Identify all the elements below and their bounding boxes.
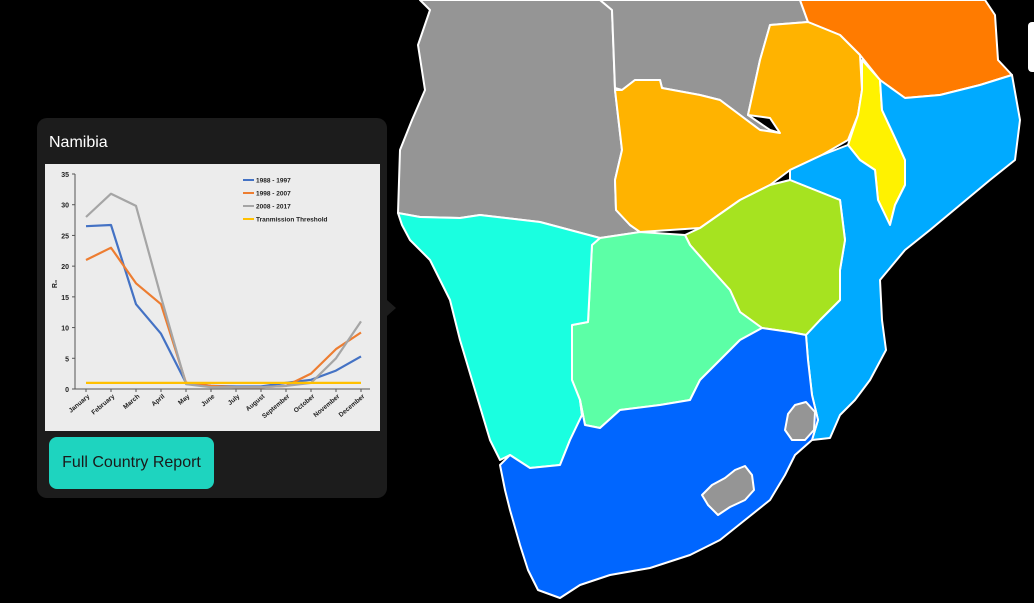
series-line xyxy=(85,246,362,389)
map-region-namibia[interactable] xyxy=(397,212,601,469)
y-tick-label: 35 xyxy=(61,172,69,179)
x-tick-label: April xyxy=(150,393,166,408)
x-tick-label: May xyxy=(177,393,191,407)
y-tick-label: 30 xyxy=(61,203,69,210)
y-tick-label: 15 xyxy=(61,295,69,302)
side-panel-tab[interactable] xyxy=(1028,22,1034,72)
x-tick-label: July xyxy=(227,393,242,407)
x-tick-label: October xyxy=(293,393,317,415)
x-tick-label: June xyxy=(200,393,216,408)
x-tick-label: December xyxy=(338,393,367,419)
popup-country-title: Namibia xyxy=(49,134,108,151)
legend-label: Tranmission Threshold xyxy=(256,217,328,224)
map-region-eswatini[interactable] xyxy=(784,401,816,441)
country-popup: Namibia 0 5 10 15 20 25 30 35 R₀ January February M… xyxy=(37,118,387,498)
x-tick-label: February xyxy=(90,393,116,416)
y-tick-label: 0 xyxy=(65,387,69,394)
x-tick-label: November xyxy=(312,393,341,419)
full-country-report-button[interactable]: Full Country Report xyxy=(49,437,214,489)
series-line xyxy=(85,223,362,388)
map-region-drc[interactable] xyxy=(397,0,641,239)
popup-pointer xyxy=(387,300,396,316)
y-axis-label: R₀ xyxy=(52,280,59,288)
x-tick-label: March xyxy=(122,393,141,411)
y-tick-label: 5 xyxy=(65,356,69,363)
x-tick-label: September xyxy=(261,393,292,420)
legend-label: 1988 - 1997 xyxy=(256,178,291,185)
y-tick-label: 20 xyxy=(61,264,69,271)
series-line xyxy=(85,192,362,389)
x-tick-label: August xyxy=(245,393,267,413)
x-tick-label: January xyxy=(68,393,92,415)
legend-label: 2008 - 2017 xyxy=(256,204,291,211)
y-tick-label: 25 xyxy=(61,233,69,240)
map-region-lesotho[interactable] xyxy=(701,465,755,516)
r0-chart-svg: 0 5 10 15 20 25 30 35 R₀ January February March Apri… xyxy=(52,172,370,420)
y-tick-label: 10 xyxy=(61,326,69,333)
legend-label: 1998 - 2007 xyxy=(256,191,291,198)
r0-chart: 0 5 10 15 20 25 30 35 R₀ January February March Apri… xyxy=(45,164,380,431)
map-region-south-africa[interactable] xyxy=(499,327,819,599)
